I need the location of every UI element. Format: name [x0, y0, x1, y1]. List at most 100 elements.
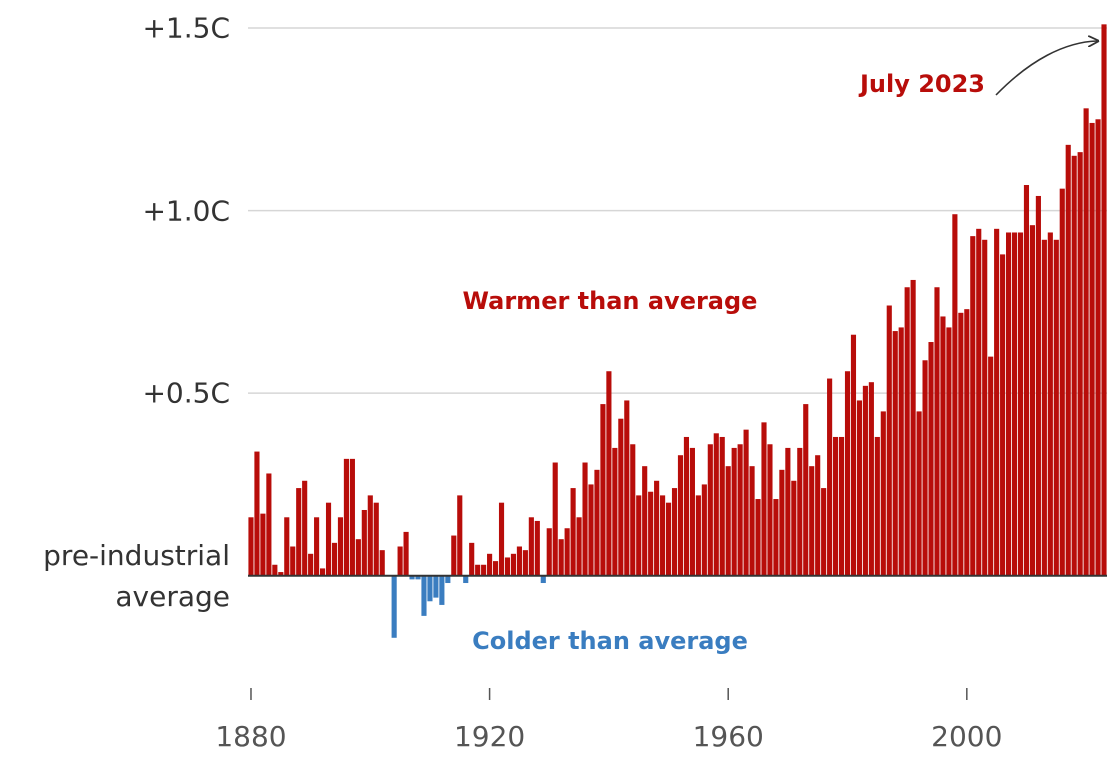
bar	[964, 309, 970, 576]
bar	[540, 575, 546, 584]
bar	[982, 239, 988, 576]
bar	[522, 550, 528, 576]
bar	[510, 553, 517, 576]
bar	[671, 488, 678, 576]
bar	[1059, 188, 1065, 576]
bar	[958, 312, 964, 576]
bar	[373, 502, 379, 576]
bar	[868, 382, 874, 576]
bar	[546, 528, 552, 576]
bar	[504, 557, 511, 576]
bar	[1029, 225, 1035, 576]
bar	[833, 436, 839, 576]
bar	[576, 517, 582, 576]
bar	[910, 279, 916, 576]
annotation: July 2023	[858, 70, 985, 98]
bar	[892, 331, 898, 576]
bar	[844, 371, 851, 576]
bar	[952, 214, 958, 576]
annotation-arrow	[995, 41, 1097, 96]
bar	[862, 385, 868, 576]
bar	[469, 542, 475, 576]
bar	[970, 236, 976, 576]
bar	[308, 553, 314, 576]
bar	[785, 447, 791, 576]
bar	[648, 491, 654, 576]
bar	[564, 528, 570, 576]
bar	[343, 458, 349, 576]
bar	[779, 469, 785, 576]
bar	[922, 360, 928, 576]
bar	[403, 531, 409, 576]
bar	[1000, 254, 1006, 576]
bar	[361, 509, 367, 576]
bar	[946, 327, 952, 576]
bar	[654, 480, 660, 576]
bar	[821, 488, 827, 576]
bar	[731, 447, 737, 576]
bar	[528, 517, 534, 576]
bar	[302, 480, 308, 576]
y-tick-label: +1.5C	[142, 11, 230, 45]
bar	[349, 458, 355, 576]
bar	[451, 535, 457, 576]
bar	[516, 546, 522, 576]
bar	[415, 575, 421, 580]
bar	[487, 553, 493, 576]
bar	[1071, 155, 1077, 576]
bar	[743, 429, 749, 576]
bar	[439, 575, 445, 605]
bar	[272, 564, 278, 576]
bar	[1083, 108, 1089, 576]
bar	[815, 455, 821, 576]
bar	[618, 418, 624, 576]
bar	[445, 575, 451, 584]
bar	[421, 575, 427, 616]
bar	[838, 436, 845, 576]
bar	[749, 466, 755, 576]
bar	[827, 378, 833, 576]
bar	[636, 495, 642, 576]
bar	[1041, 239, 1047, 576]
bar	[689, 447, 695, 576]
bar	[296, 488, 302, 576]
bar	[254, 451, 260, 576]
bar	[707, 444, 713, 576]
bar	[475, 564, 481, 576]
bar	[594, 469, 600, 576]
bar	[1053, 239, 1059, 576]
bar	[755, 499, 761, 576]
y-tick-label: +0.5C	[142, 376, 230, 410]
bar	[314, 517, 320, 576]
bar	[355, 539, 361, 576]
x-tick-label: 1880	[215, 720, 286, 753]
x-tick-label: 1960	[693, 720, 764, 753]
bar	[665, 502, 672, 576]
bar	[809, 466, 815, 576]
bar	[1065, 144, 1071, 576]
annotation: Colder than average	[472, 627, 748, 655]
bar	[773, 499, 779, 576]
bar	[498, 502, 505, 576]
bar	[940, 316, 946, 576]
bar	[683, 436, 690, 576]
bar	[713, 433, 719, 576]
bar	[677, 455, 684, 576]
bar	[260, 513, 266, 576]
bar	[719, 436, 725, 576]
bar	[570, 488, 576, 576]
bar	[767, 444, 773, 576]
bar	[534, 520, 540, 576]
bar	[367, 495, 373, 576]
bar	[433, 575, 439, 598]
bar	[325, 502, 332, 576]
bar	[803, 404, 809, 576]
bar	[904, 287, 910, 576]
bar	[1023, 185, 1030, 576]
bar	[886, 305, 892, 576]
bar	[457, 495, 463, 576]
bar	[880, 411, 886, 576]
bar	[463, 575, 469, 584]
